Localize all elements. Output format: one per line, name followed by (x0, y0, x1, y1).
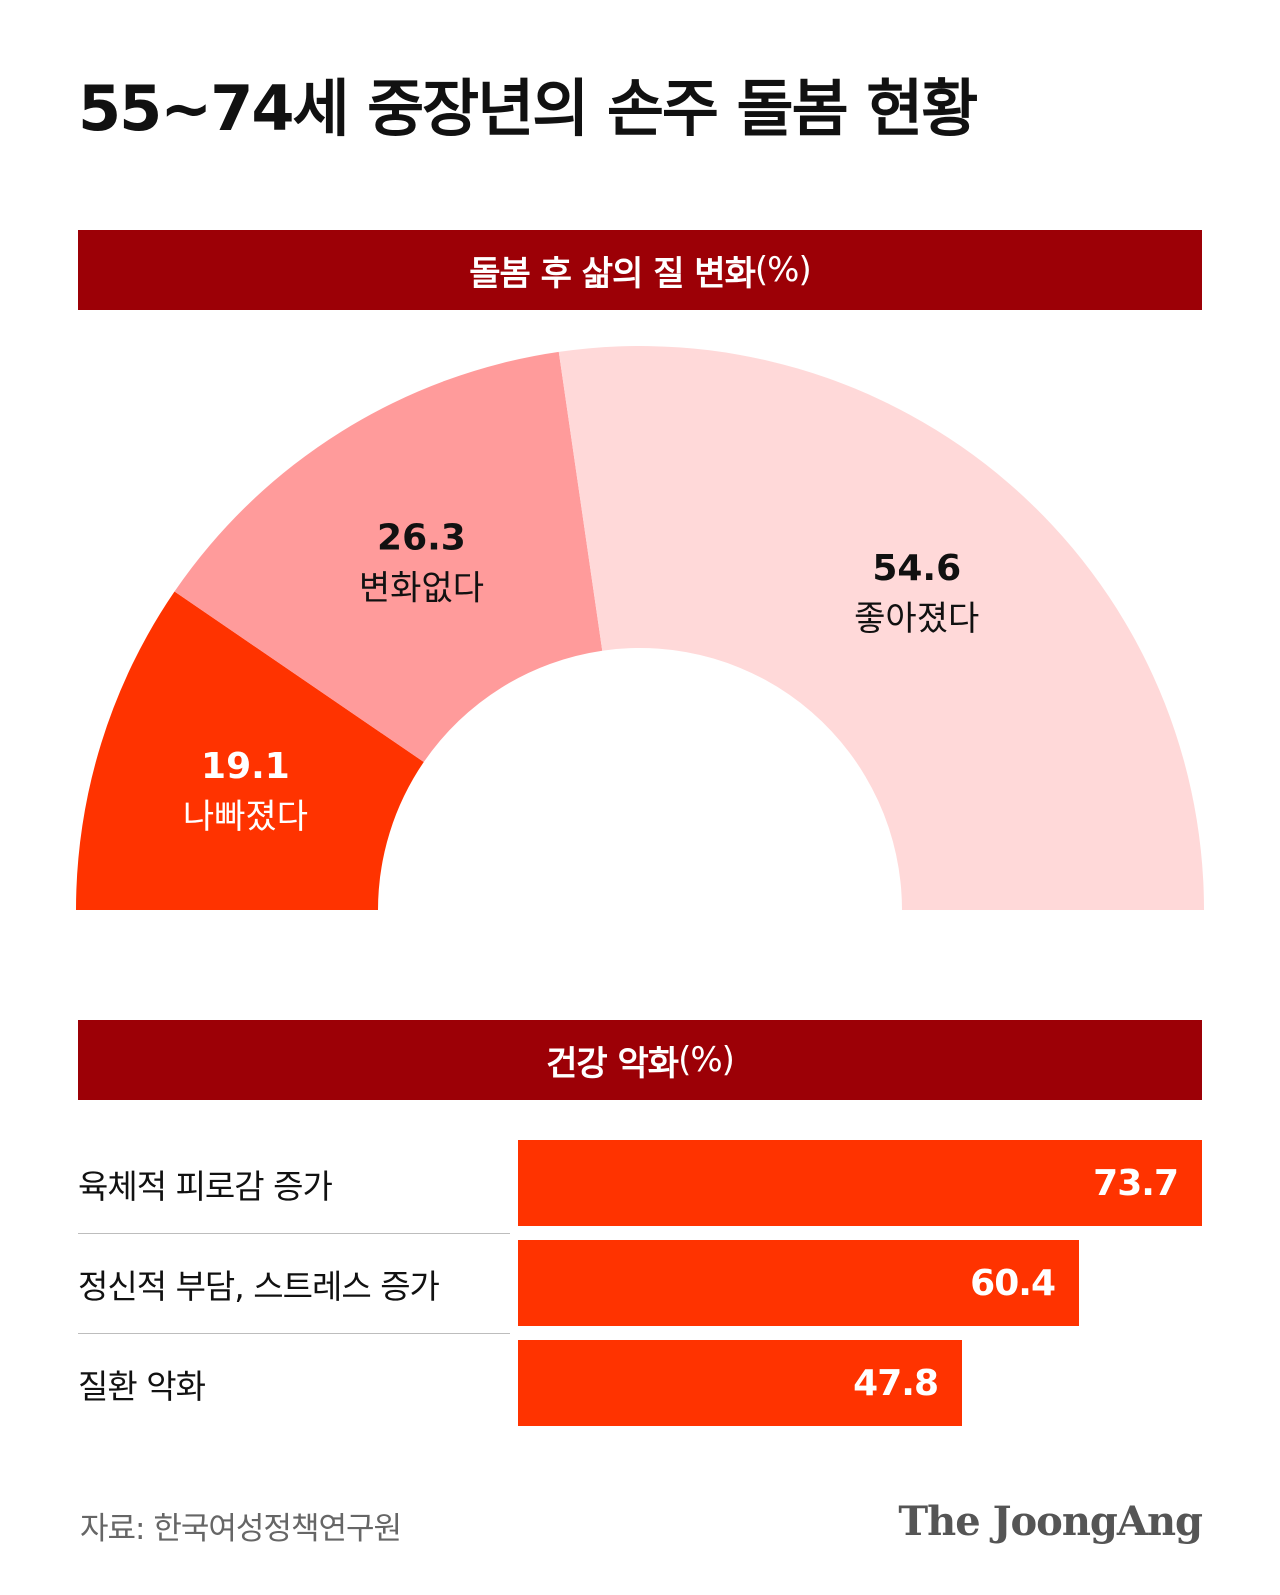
donut-slice-2 (174, 351, 603, 763)
slice-value-label: 19.1 (201, 746, 290, 787)
bar-value-label: 47.8 (853, 1362, 939, 1404)
quality-section-title: 돌봄 후 삶의 질 변화 (469, 253, 756, 294)
slice-value-label: 54.6 (872, 548, 961, 589)
health-section-unit: (%) (678, 1040, 735, 1080)
chart-title: 55~74세 중장년의 손주 돌봄 현황 (78, 72, 978, 145)
quality-section-unit: (%) (754, 250, 812, 290)
slice-value-label: 26.3 (377, 518, 466, 559)
quality-half-donut-chart: 19.1 나빠졌다 26.3 변화없다 54.6 좋아졌다 (76, 345, 1204, 910)
row-divider (78, 1233, 510, 1234)
donut-slice-1 (76, 591, 424, 910)
bar-category-label: 질환 악화 (78, 1367, 206, 1406)
slice-category-label: 나빠졌다 (183, 797, 308, 837)
health-bar: 47.8 (518, 1340, 962, 1426)
quality-section-header: 돌봄 후 삶의 질 변화 (%) (78, 230, 1202, 310)
slice-category-label: 변화없다 (359, 569, 484, 609)
row-divider (78, 1333, 510, 1334)
health-bar: 73.7 (518, 1140, 1202, 1226)
health-section-header: 건강 악화 (%) (78, 1020, 1202, 1100)
bar-category-label: 정신적 부담, 스트레스 증가 (78, 1267, 440, 1306)
bar-value-label: 73.7 (1093, 1162, 1179, 1204)
donut-slice-3 (558, 345, 1204, 910)
publisher-logo: The JoongAng (898, 1498, 1203, 1545)
health-section-title: 건강 악화 (546, 1043, 679, 1084)
bar-value-label: 60.4 (970, 1262, 1056, 1304)
health-bar: 60.4 (518, 1240, 1079, 1326)
slice-category-label: 좋아졌다 (854, 599, 979, 639)
source-note: 자료: 한국여성정책연구원 (80, 1511, 402, 1547)
bar-category-label: 육체적 피로감 증가 (78, 1167, 333, 1206)
